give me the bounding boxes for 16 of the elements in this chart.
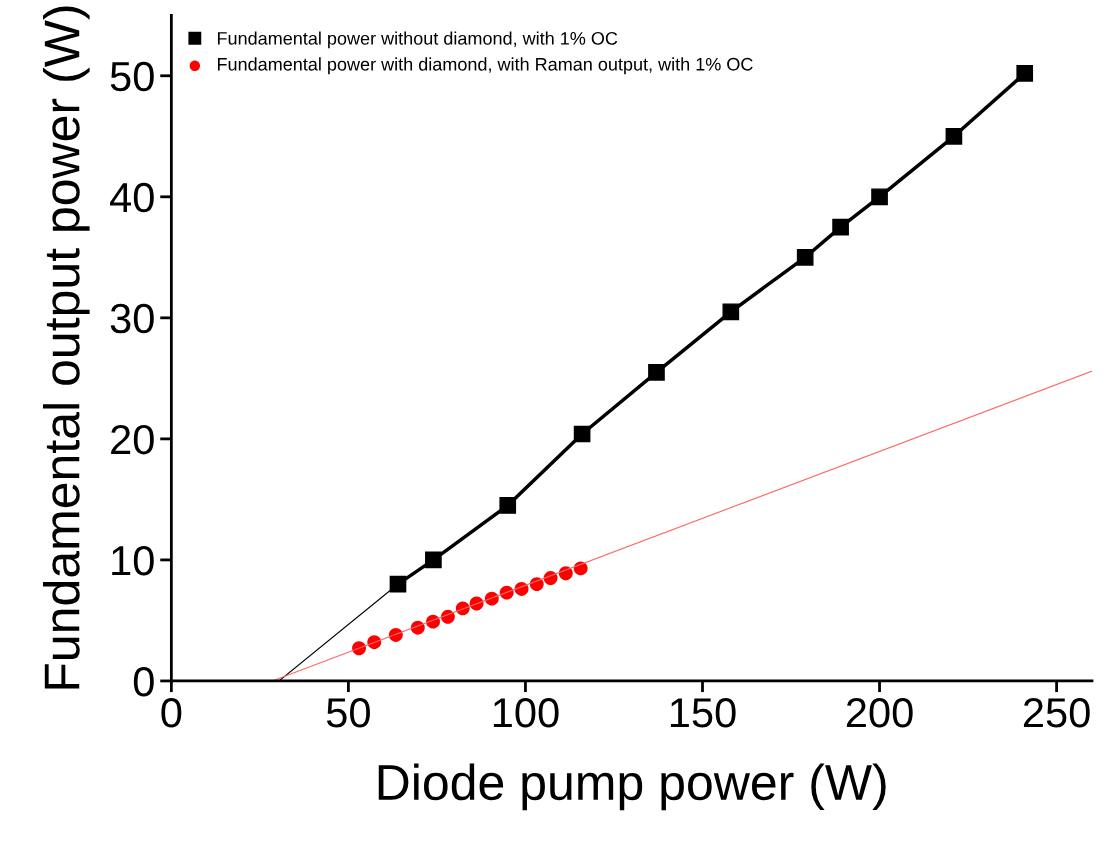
y-tick-label: 10	[112, 545, 154, 576]
y-axis-title: Fundamental output power (W)	[42, 6, 90, 689]
legend-label: Fundamental power without diamond, with 1% OC	[217, 31, 618, 49]
y-tick-label: 30	[110, 303, 154, 334]
x-tick-label: 100	[493, 698, 559, 728]
x-axis-title: Diode pump power (W)	[378, 763, 886, 811]
y-tick-label: 50	[110, 61, 154, 92]
y-tick-label: 20	[111, 424, 154, 455]
legend-label: Fundamental power with diamond, with Raman output, with 1% OC	[217, 57, 753, 75]
x-tick-label: 250	[1023, 698, 1090, 728]
y-tick-label: 40	[110, 182, 154, 213]
x-tick-label: 0	[161, 698, 182, 728]
y-tick-label: 0	[133, 666, 154, 697]
x-tick-label: 50	[326, 698, 370, 728]
x-tick-label: 150	[670, 698, 736, 728]
x-tick-label: 200	[846, 698, 913, 728]
